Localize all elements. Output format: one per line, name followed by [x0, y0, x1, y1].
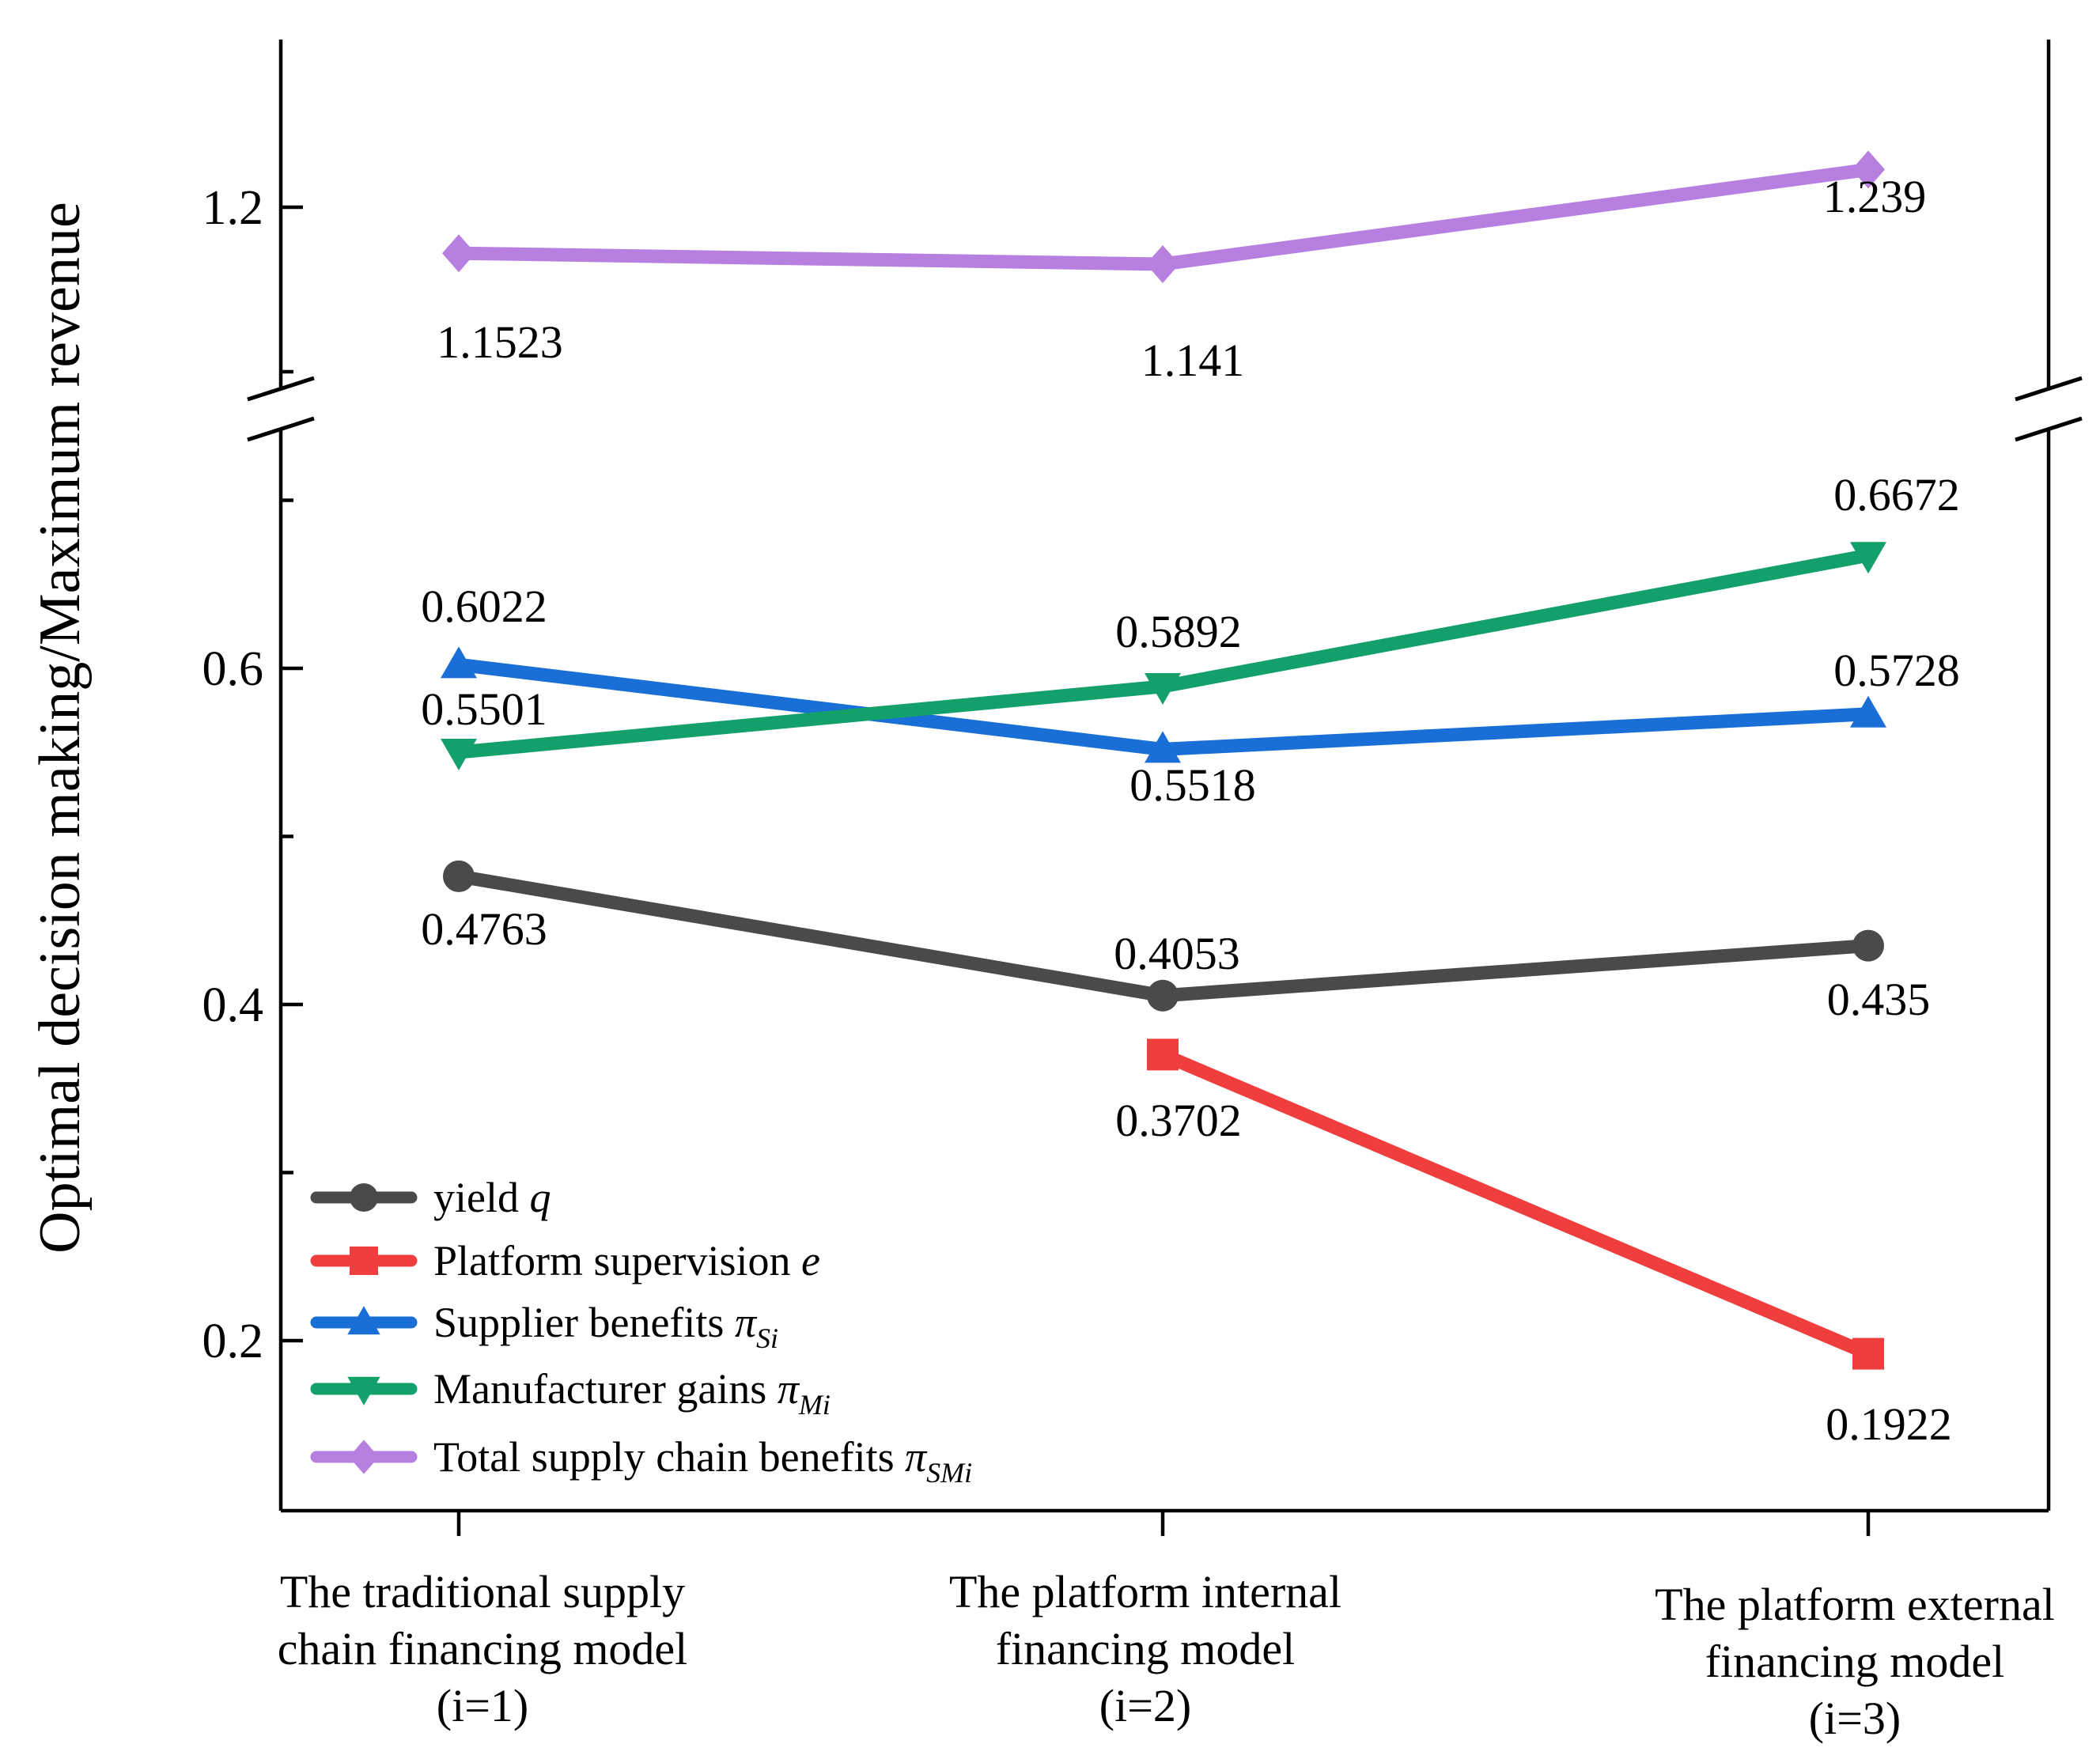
data-labels-group: 0.4763 0.4053 0.435 0.3702 0.1922 0.6022 0.551… [421, 171, 1960, 1450]
legend-label: yield q [433, 1174, 551, 1221]
y-tick-label: 1.2 [202, 181, 264, 235]
legend-name: Total supply chain benefits [433, 1433, 905, 1481]
legend-subscript: SMi [926, 1457, 972, 1489]
axis-break-mark [247, 416, 315, 442]
axis-break-gap [271, 389, 290, 429]
data-label: 0.6022 [421, 581, 547, 632]
x-category-label: (i=1) [437, 1680, 528, 1731]
data-label: 0.5518 [1129, 759, 1256, 811]
legend-symbol: π [735, 1299, 758, 1346]
x-category-label: The traditional supply [280, 1566, 685, 1617]
data-label: 0.5728 [1833, 645, 1960, 696]
data-point [1852, 929, 1884, 962]
data-point [1147, 1039, 1179, 1071]
data-point [1852, 1337, 1884, 1370]
legend-symbol: e [801, 1237, 820, 1284]
data-point [441, 646, 477, 679]
legend-marker [350, 1183, 378, 1212]
legend-name: Platform supervision [433, 1237, 801, 1284]
data-point [442, 234, 475, 273]
legend-label: Manufacturer gains πMi [433, 1365, 831, 1421]
data-label: 1.141 [1141, 335, 1245, 386]
data-point [1852, 150, 1885, 189]
axis-break-mark [247, 376, 315, 402]
legend-name: yield [433, 1174, 529, 1221]
y-tick-label: 0.6 [202, 642, 264, 696]
data-label: 0.6672 [1833, 469, 1960, 520]
legend-label: Supplier benefits πSi [433, 1299, 778, 1354]
x-category-label: financing model [1705, 1636, 2005, 1687]
axes-group: 0.2 0.4 0.6 1.2 The traditional supply chain … [202, 40, 2083, 1744]
legend-marker [347, 1306, 380, 1335]
legend-marker [349, 1440, 379, 1474]
y-tick-label: 0.2 [202, 1315, 264, 1368]
legend-name: Supplier benefits [433, 1299, 735, 1346]
data-point [443, 860, 475, 892]
legend-subscript: Si [756, 1322, 778, 1354]
x-category-label: (i=2) [1099, 1680, 1191, 1731]
y-tick-label: 0.4 [202, 978, 264, 1032]
legend-symbol: π [778, 1365, 800, 1413]
data-label: 0.5892 [1115, 606, 1242, 657]
data-point [1145, 731, 1181, 763]
legend-label: Total supply chain benefits πSMi [433, 1433, 972, 1489]
legend-symbol: q [529, 1174, 551, 1221]
axis-break-mark [2015, 376, 2083, 402]
legend-marker [350, 1247, 378, 1275]
x-category-label: chain financing model [278, 1623, 688, 1674]
data-point [1147, 979, 1179, 1012]
data-label: 0.1922 [1826, 1398, 1952, 1450]
data-label: 0.4763 [421, 903, 547, 955]
legend-name: Manufacturer gains [433, 1365, 778, 1413]
x-category-label: The platform internal [949, 1566, 1341, 1617]
x-category-label: The platform external [1655, 1579, 2055, 1630]
x-category-label: (i=3) [1809, 1693, 1901, 1744]
data-label: 0.3702 [1115, 1095, 1242, 1146]
y-axis-title: Optimal decision making/Maximum revenue [28, 202, 93, 1254]
legend-symbol: π [905, 1433, 928, 1481]
data-point [1850, 695, 1886, 728]
data-label: 0.4053 [1114, 928, 1240, 979]
data-label: 0.5501 [421, 683, 547, 735]
axis-break-gap [2039, 389, 2058, 429]
axis-break-mark [2015, 416, 2083, 442]
x-category-label: financing model [996, 1623, 1296, 1674]
data-point [441, 739, 477, 771]
data-point [1145, 672, 1181, 705]
data-label: 1.239 [1823, 171, 1927, 222]
data-point [1146, 244, 1179, 283]
series-group [441, 150, 1886, 1370]
legend-marker [347, 1376, 380, 1405]
series-line [1156, 1047, 1875, 1361]
legend-subscript: Mi [798, 1389, 831, 1421]
data-label: 0.435 [1827, 974, 1931, 1025]
data-label: 1.1523 [437, 316, 563, 368]
data-point [1850, 542, 1886, 574]
legend: yield q Platform supervision e Supplier be… [310, 1174, 972, 1489]
legend-label: Platform supervision e [433, 1237, 820, 1284]
